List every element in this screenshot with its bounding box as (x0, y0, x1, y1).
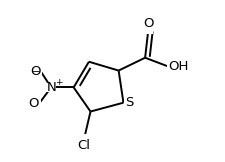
Text: N: N (46, 81, 56, 94)
FancyBboxPatch shape (166, 62, 180, 71)
Text: O: O (29, 97, 39, 110)
Text: S: S (125, 96, 133, 109)
FancyBboxPatch shape (77, 134, 90, 144)
Text: OH: OH (168, 60, 188, 73)
Text: +: + (55, 78, 62, 87)
Text: −: − (32, 67, 40, 77)
Text: O: O (30, 65, 40, 78)
FancyBboxPatch shape (143, 25, 153, 34)
FancyBboxPatch shape (33, 67, 42, 76)
FancyBboxPatch shape (46, 83, 56, 92)
Text: Cl: Cl (77, 139, 90, 152)
FancyBboxPatch shape (123, 98, 134, 108)
Text: O: O (142, 17, 153, 30)
FancyBboxPatch shape (31, 99, 40, 108)
